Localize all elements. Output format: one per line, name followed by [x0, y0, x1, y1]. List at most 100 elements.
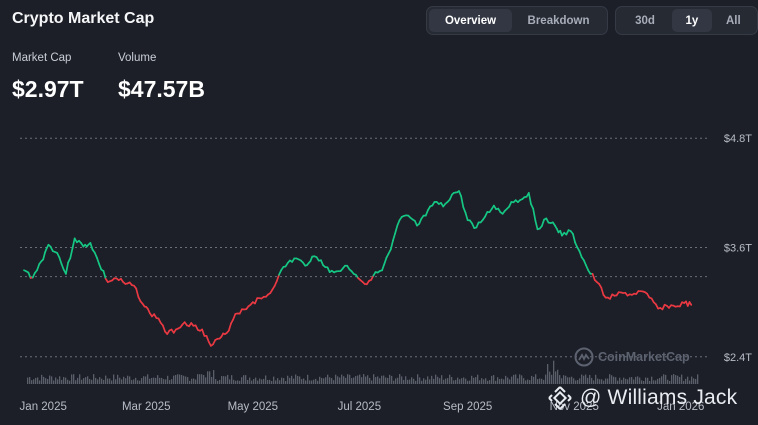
- x-tick-label: Mar 2025: [122, 401, 171, 413]
- volume-bar: [393, 380, 395, 384]
- volume-bar: [337, 376, 339, 384]
- volume-bar: [651, 376, 653, 384]
- volume-bar: [381, 375, 383, 384]
- volume-bar: [525, 380, 527, 384]
- credit-watermark: @ Williams Jack: [580, 386, 738, 409]
- tab-breakdown[interactable]: Breakdown: [527, 14, 590, 27]
- volume-bar: [599, 379, 601, 384]
- volume-bar: [427, 376, 429, 384]
- volume-bar: [487, 380, 489, 384]
- volume-bar: [397, 377, 399, 384]
- y-tick-label: $4.8T: [724, 133, 752, 145]
- volume-bar: [245, 375, 247, 384]
- volume-bar: [601, 379, 603, 384]
- volume-bar: [681, 374, 683, 384]
- volume-bar: [115, 379, 117, 384]
- volume-bar: [103, 379, 105, 384]
- volume-bar: [451, 377, 453, 384]
- x-tick-label: Nov 2025: [550, 401, 599, 413]
- price-line-segment: [389, 239, 394, 251]
- volume-bar: [83, 378, 85, 384]
- price-line-segment: [232, 313, 237, 321]
- volume-bar: [323, 378, 325, 384]
- volume-bar: [279, 380, 281, 384]
- volume-bar: [357, 375, 359, 384]
- volume-bar: [333, 380, 335, 384]
- volume-bar: [465, 378, 467, 384]
- volume-bar: [107, 378, 109, 384]
- volume-bar: [173, 375, 175, 384]
- price-line-segment: [424, 209, 429, 217]
- range-30d[interactable]: 30d: [635, 14, 655, 27]
- volume-bar: [213, 370, 215, 384]
- price-line-segment: [688, 301, 693, 306]
- volume-bar: [419, 377, 421, 384]
- price-line-segment: [582, 259, 587, 267]
- volume-bar: [247, 379, 249, 384]
- volume-bar: [261, 379, 263, 384]
- price-line-segment: [572, 233, 576, 244]
- volume-bar: [93, 374, 95, 384]
- volume-bar: [207, 371, 209, 384]
- volume-bar: [309, 380, 311, 384]
- volume-bar: [529, 380, 531, 384]
- volume-bar: [541, 378, 543, 384]
- volume-bar: [193, 378, 195, 384]
- price-line-segment: [42, 251, 46, 261]
- volume-bar: [209, 371, 211, 384]
- price-line-segment: [392, 232, 397, 242]
- volume-bar: [421, 380, 423, 384]
- volume-bar: [239, 380, 241, 384]
- volume-bar: [589, 374, 591, 384]
- volume-bar: [385, 377, 387, 384]
- volume-bar: [683, 380, 685, 384]
- volume-bar: [417, 374, 419, 384]
- volume-bar: [141, 378, 143, 384]
- volume-bar: [413, 378, 415, 384]
- volume-bar: [313, 379, 315, 384]
- volume-bar: [145, 376, 147, 384]
- tab-overview[interactable]: Overview: [429, 9, 513, 32]
- volume-bar: [281, 377, 283, 384]
- price-line-segment: [462, 206, 467, 214]
- view-toggle: Overview Breakdown: [426, 6, 608, 35]
- volume-bar: [271, 380, 273, 384]
- volume-bar: [503, 379, 505, 384]
- volume-bar: [445, 378, 447, 384]
- market-cap-value: $2.97T: [12, 76, 84, 102]
- volume-bar: [61, 379, 63, 384]
- range-all[interactable]: All: [725, 14, 741, 27]
- volume-bar: [177, 374, 179, 384]
- price-line-segment: [98, 263, 103, 271]
- y-axis-labels: $4.8T $3.6T $2.4T: [724, 133, 752, 364]
- volume-bar: [159, 377, 161, 384]
- price-line-segment: [471, 222, 476, 229]
- price-line-segment: [31, 272, 36, 279]
- volume-bar: [181, 374, 183, 384]
- x-tick-label: Jan 2026: [657, 401, 704, 413]
- volume-bar: [567, 377, 569, 384]
- volume-bar: [87, 376, 89, 384]
- volume-bar: [91, 379, 93, 384]
- range-1y[interactable]: 1y: [672, 9, 712, 32]
- volume-bar: [85, 377, 87, 384]
- volume-bar: [627, 379, 629, 384]
- volume-bar: [591, 377, 593, 384]
- binance-logo-icon: [548, 386, 572, 410]
- price-line-segment: [448, 193, 453, 201]
- price-line-segment: [93, 251, 98, 259]
- volume-bar: [605, 378, 607, 384]
- volume-bar: [691, 376, 693, 384]
- volume-bar: [111, 380, 113, 384]
- price-line-segment: [60, 263, 65, 271]
- price-line-segment: [102, 270, 107, 280]
- volume-bar: [291, 375, 293, 384]
- volume-bar: [437, 376, 439, 384]
- price-line-segment: [574, 241, 579, 249]
- volume-bar: [493, 375, 495, 384]
- volume-bar: [99, 377, 101, 384]
- volume-bar: [547, 364, 549, 384]
- volume-bar: [269, 379, 271, 384]
- volume-bars: [27, 360, 699, 384]
